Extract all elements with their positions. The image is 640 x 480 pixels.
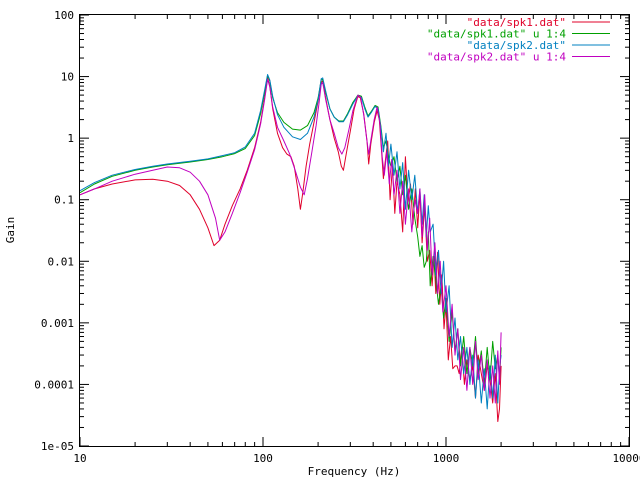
x-tick-label: 100: [253, 452, 273, 465]
plot-lines: [79, 74, 502, 422]
x-tick-label: 10: [73, 452, 86, 465]
y-tick-label: 0.01: [48, 255, 75, 268]
series-line-4: [79, 78, 502, 404]
x-axis-label: Frequency (Hz): [308, 465, 401, 478]
legend-label-4: "data/spk2.dat" u 1:4: [427, 51, 566, 64]
axis-ticks: 10 100 1000 10000 100 10 1 0.1 0.01 0.001 0.0001 1e…: [34, 9, 640, 465]
x-tick-label: 10000: [612, 452, 640, 465]
x-tick-label: 1000: [433, 452, 460, 465]
y-tick-label: 0.0001: [34, 378, 74, 391]
y-tick-label: 10: [61, 71, 74, 84]
plot-frame: [79, 14, 630, 447]
legend-label-3: "data/spk2.dat": [467, 39, 566, 52]
series-line-1: [79, 77, 502, 422]
series-line-3: [79, 74, 502, 410]
y-tick-label: 100: [54, 9, 74, 22]
series-line-2: [79, 74, 502, 385]
y-axis-label: Gain: [4, 217, 17, 244]
legend-label-2: "data/spk1.dat" u 1:4: [427, 28, 566, 41]
y-tick-label: 1: [67, 132, 74, 145]
y-tick-label: 0.001: [41, 317, 74, 330]
legend-label-1: "data/spk1.dat": [467, 16, 566, 29]
legend: "data/spk1.dat""data/spk1.dat" u 1:4"dat…: [427, 16, 610, 64]
y-tick-label: 1e-05: [41, 440, 74, 453]
y-tick-label: 0.1: [54, 194, 74, 207]
